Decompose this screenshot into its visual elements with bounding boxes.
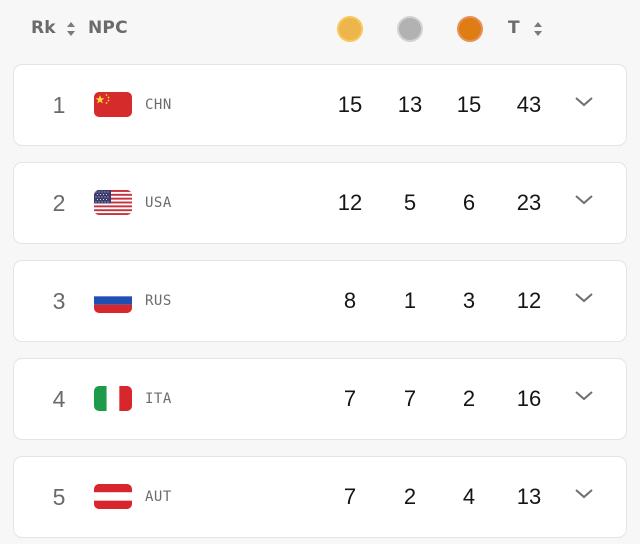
rank-column-header[interactable]: Rk (31, 18, 56, 38)
chevron-down-icon[interactable] (572, 94, 596, 110)
bronze-count: 4 (462, 484, 476, 509)
silver-count: 7 (403, 386, 417, 411)
medal-table-header: Rk NPC T (0, 0, 640, 58)
total-count: 16 (516, 386, 542, 411)
china-flag-icon (94, 92, 132, 117)
chevron-down-icon[interactable] (572, 192, 596, 208)
italy-flag-icon (94, 386, 132, 411)
usa-flag-icon (94, 190, 132, 215)
country-code: USA (145, 195, 172, 211)
gold-count: 15 (337, 92, 363, 117)
rank-sort-icon[interactable] (66, 20, 76, 38)
silver-count: 5 (403, 190, 417, 215)
rank-cell: 1 (52, 92, 66, 118)
npc-column-header: NPC (88, 18, 128, 38)
total-count: 23 (516, 190, 542, 215)
country-code: ITA (145, 391, 172, 407)
gold-medal-icon[interactable] (337, 16, 363, 42)
table-row[interactable]: 4 ITA 7 7 2 16 (13, 358, 627, 440)
chevron-down-icon[interactable] (572, 290, 596, 306)
gold-count: 12 (337, 190, 363, 215)
rank-cell: 5 (52, 484, 66, 510)
country-code: RUS (145, 293, 172, 309)
gold-count: 7 (343, 386, 357, 411)
silver-count: 1 (403, 288, 417, 313)
total-column-header[interactable]: T (508, 18, 520, 38)
country-code: CHN (145, 97, 172, 113)
total-count: 13 (516, 484, 542, 509)
table-row[interactable]: 1 CHN 15 13 15 43 (13, 64, 627, 146)
total-count: 43 (516, 92, 542, 117)
total-sort-icon[interactable] (533, 20, 543, 38)
bronze-medal-icon[interactable] (457, 16, 483, 42)
russia-flag-icon (94, 288, 132, 313)
bronze-count: 3 (462, 288, 476, 313)
gold-count: 7 (343, 484, 357, 509)
bronze-count: 2 (462, 386, 476, 411)
silver-medal-icon[interactable] (397, 16, 423, 42)
gold-count: 8 (343, 288, 357, 313)
rank-cell: 4 (52, 386, 66, 412)
bronze-count: 15 (456, 92, 482, 117)
chevron-down-icon[interactable] (572, 388, 596, 404)
rank-cell: 3 (52, 288, 66, 314)
table-row[interactable]: 5 AUT 7 2 4 13 (13, 456, 627, 538)
table-row[interactable]: 2 USA 12 5 6 23 (13, 162, 627, 244)
total-count: 12 (516, 288, 542, 313)
austria-flag-icon (94, 484, 132, 509)
chevron-down-icon[interactable] (572, 486, 596, 502)
rank-cell: 2 (52, 190, 66, 216)
silver-count: 2 (403, 484, 417, 509)
silver-count: 13 (397, 92, 423, 117)
country-code: AUT (145, 489, 172, 505)
table-row[interactable]: 3 RUS 8 1 3 12 (13, 260, 627, 342)
bronze-count: 6 (462, 190, 476, 215)
